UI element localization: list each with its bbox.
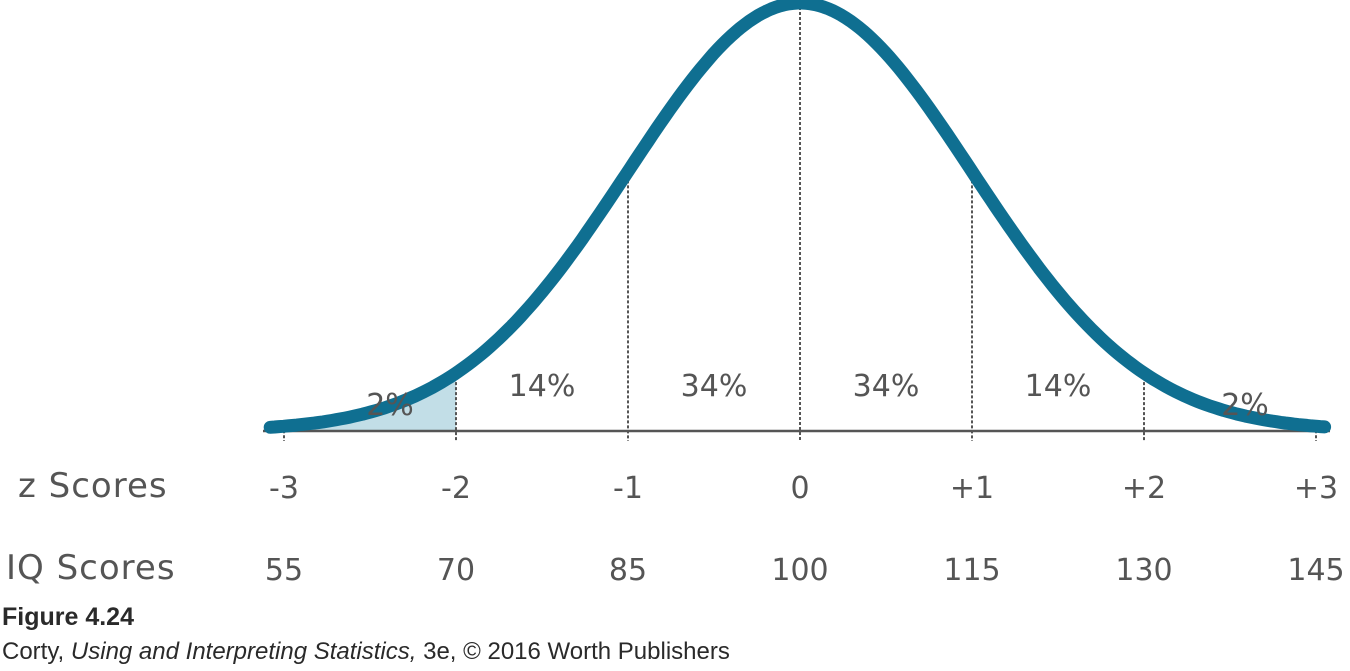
curve-layer (263, 0, 1332, 434)
z-score-tick-label-0: -3 (269, 471, 299, 506)
figure-number: Figure 4.24 (2, 603, 134, 631)
z-score-tick-label-3: 0 (790, 471, 809, 506)
iq-score-tick-label-3: 100 (771, 553, 828, 588)
region-percent-label-2: 34% (681, 369, 748, 404)
z-score-tick-label-5: +2 (1122, 471, 1166, 506)
z-score-tick-label-2: -1 (613, 471, 643, 506)
normal-curve-line (263, 0, 1332, 434)
region-percent-label-3: 34% (853, 369, 920, 404)
shaded-tail-region-0 (284, 373, 456, 431)
region-percent-label-0: 2% (366, 388, 414, 423)
credit-author: Corty, (2, 638, 65, 665)
iq-score-tick-label-1: 70 (437, 553, 475, 588)
tick-label-layer: -3 55 -2 70 -1 85 0 100 +1 115 +2 130 +3 145 (265, 471, 1345, 588)
shaded-tail-layer (284, 373, 456, 431)
region-percent-label-4: 14% (1025, 369, 1092, 404)
iq-score-tick-label-5: 130 (1115, 553, 1172, 588)
iq-score-tick-label-2: 85 (609, 553, 647, 588)
sd-divider-layer (283, 7, 1317, 441)
z-scores-row-label: z Scores (18, 466, 168, 506)
figure-credit: Corty, Using and Interpreting Statistics… (2, 638, 730, 666)
iq-score-tick-label-4: 115 (943, 553, 1000, 588)
credit-rest: 3e, © 2016 Worth Publishers (423, 638, 730, 665)
iq-scores-row-label: IQ Scores (6, 548, 176, 588)
iq-score-tick-label-0: 55 (265, 553, 303, 588)
region-percent-label-5: 2% (1221, 388, 1269, 423)
z-score-tick-label-1: -2 (441, 471, 471, 506)
credit-book-title: Using and Interpreting Statistics, (70, 638, 417, 665)
z-score-tick-label-6: +3 (1294, 471, 1338, 506)
z-score-tick-label-4: +1 (950, 471, 994, 506)
iq-score-tick-label-6: 145 (1287, 553, 1344, 588)
normal-distribution-chart: 2% 14% 34% 34% 14% 2% -3 55 -2 70 -1 85 0 100 +1 115 +2… (6, 0, 1345, 588)
region-percent-label-1: 14% (509, 369, 576, 404)
percent-label-layer: 2% 14% 34% 34% 14% 2% (366, 369, 1269, 423)
